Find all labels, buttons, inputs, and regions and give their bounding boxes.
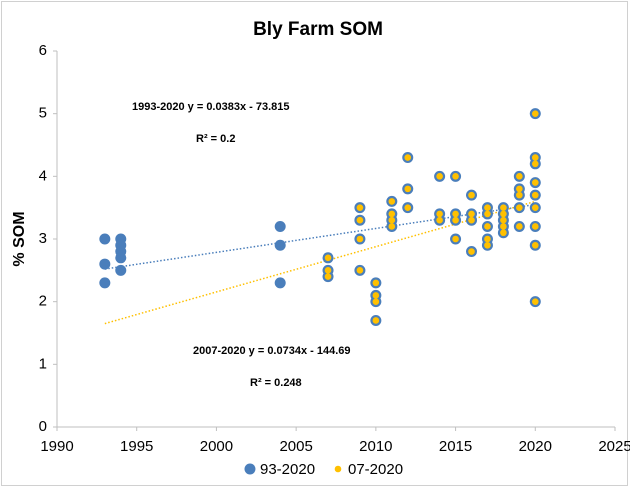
point — [356, 216, 364, 224]
point — [516, 185, 523, 193]
point — [388, 223, 396, 230]
point — [484, 241, 491, 249]
point — [372, 292, 380, 299]
point — [500, 210, 507, 218]
point — [500, 229, 507, 237]
x-tick-label: 2005 — [279, 438, 312, 455]
point — [356, 204, 364, 211]
point — [500, 216, 507, 224]
point — [452, 235, 459, 243]
point — [372, 279, 380, 287]
point — [452, 173, 459, 180]
trendline — [104, 200, 536, 325]
point — [404, 154, 412, 161]
y-tick-label: 4 — [39, 167, 47, 184]
point — [324, 273, 332, 280]
x-tick-label: 2015 — [439, 438, 472, 455]
point — [436, 216, 443, 224]
y-tick-label: 3 — [39, 230, 47, 247]
point — [516, 223, 523, 230]
chart-title: Bly Farm SOM — [253, 19, 383, 40]
point — [372, 298, 380, 305]
point — [99, 277, 111, 289]
point — [531, 191, 539, 199]
annotation: 2007-2020 y = 0.0734x - 144.69 — [193, 345, 351, 357]
point — [388, 210, 396, 218]
point — [468, 191, 475, 199]
point — [372, 317, 380, 324]
legend-marker — [334, 465, 342, 473]
y-tick-label: 5 — [39, 105, 47, 122]
point — [436, 210, 443, 218]
x-tick-label: 2020 — [519, 438, 552, 455]
x-tick-label: 1995 — [120, 438, 153, 455]
point — [115, 264, 127, 276]
annotation: R² = 0.248 — [250, 377, 302, 389]
point — [404, 185, 412, 193]
point — [115, 252, 127, 264]
y-axis-label: % SOM — [11, 211, 28, 266]
point — [452, 216, 459, 224]
point — [500, 223, 507, 230]
point — [500, 204, 507, 211]
point — [516, 204, 523, 211]
point — [274, 239, 286, 251]
y-tick-label: 6 — [39, 42, 47, 59]
point — [531, 110, 539, 117]
point — [99, 233, 111, 245]
legend-label: 93-2020 — [260, 461, 315, 478]
point — [484, 235, 491, 243]
point — [531, 223, 539, 230]
point — [324, 267, 332, 274]
point — [388, 216, 396, 224]
annotation: R² = 0.2 — [196, 133, 235, 145]
y-tick-label: 2 — [39, 293, 47, 310]
point — [274, 220, 286, 232]
point — [531, 179, 539, 186]
legend-marker — [244, 463, 256, 475]
point — [531, 154, 539, 161]
point — [531, 204, 539, 211]
point — [484, 204, 491, 211]
annotation: 1993-2020 y = 0.0383x - 73.815 — [132, 101, 290, 113]
point — [531, 160, 539, 168]
point — [274, 277, 286, 289]
x-tick-label: 2000 — [200, 438, 233, 455]
point — [324, 254, 332, 262]
y-tick-label: 0 — [39, 418, 47, 435]
x-tick-label: 2025 — [598, 438, 630, 455]
point — [468, 248, 475, 255]
point — [452, 210, 459, 218]
legend-label: 07-2020 — [348, 461, 403, 478]
point — [531, 298, 539, 305]
point — [436, 173, 443, 180]
trendline — [104, 203, 536, 270]
point — [516, 191, 523, 199]
point — [388, 198, 396, 205]
point — [484, 210, 491, 218]
point — [356, 235, 364, 243]
x-tick-label: 1990 — [40, 438, 73, 455]
point — [404, 204, 412, 211]
point — [99, 258, 111, 270]
point — [531, 241, 539, 249]
point — [484, 223, 491, 230]
point — [468, 216, 475, 224]
y-tick-label: 1 — [39, 355, 47, 372]
x-tick-label: 2010 — [359, 438, 392, 455]
point — [356, 267, 364, 274]
point — [468, 210, 475, 218]
point — [516, 173, 523, 180]
